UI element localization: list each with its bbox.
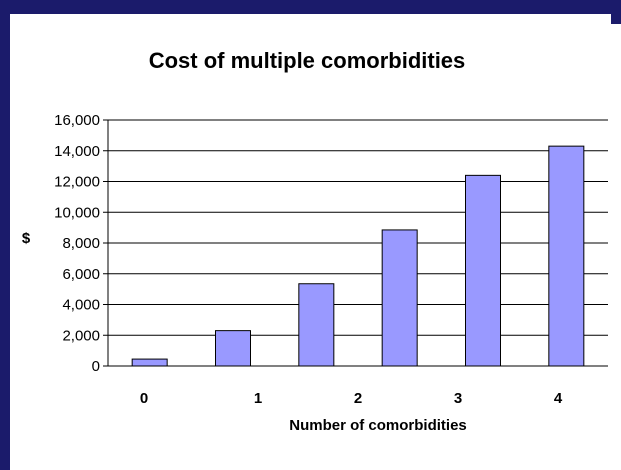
y-tick-label: 0 [92, 358, 100, 375]
y-tick-label: 16,000 [54, 112, 100, 129]
bars [131, 145, 585, 367]
x-tick-labels: 0 1 2 3 4 [140, 390, 563, 407]
y-tick-label: 6,000 [62, 266, 100, 283]
bar [298, 283, 335, 367]
bar [548, 145, 585, 367]
y-tick-label: 14,000 [54, 143, 100, 160]
x-tick-label: 1 [254, 390, 262, 407]
x-tick-label: 2 [354, 390, 362, 407]
frame-top-border [0, 0, 621, 14]
x-tick-label: 3 [454, 390, 462, 407]
bar [131, 358, 168, 367]
bar [381, 229, 418, 367]
x-axis-label: Number of comorbidities [289, 417, 467, 434]
bar [465, 174, 501, 367]
frame-left-border [0, 0, 10, 470]
y-tick-label: 4,000 [62, 297, 100, 314]
frame-right-border [611, 0, 621, 24]
y-tick-label: 2,000 [62, 327, 100, 344]
y-axis-label: $ [22, 230, 31, 247]
y-tick-labels: 0 2,000 4,000 6,000 8,000 10,000 12,000 14,000 1… [54, 112, 100, 375]
x-tick-label: 4 [554, 390, 563, 407]
gridlines [108, 119, 608, 336]
axes [103, 119, 608, 367]
x-tick-label: 0 [140, 390, 148, 407]
y-tick-label: 12,000 [54, 174, 100, 191]
y-tick-label: 10,000 [54, 204, 100, 221]
bar [215, 330, 251, 367]
chart-title: Cost of multiple comorbidities [149, 48, 466, 73]
y-tick-label: 8,000 [62, 235, 100, 252]
